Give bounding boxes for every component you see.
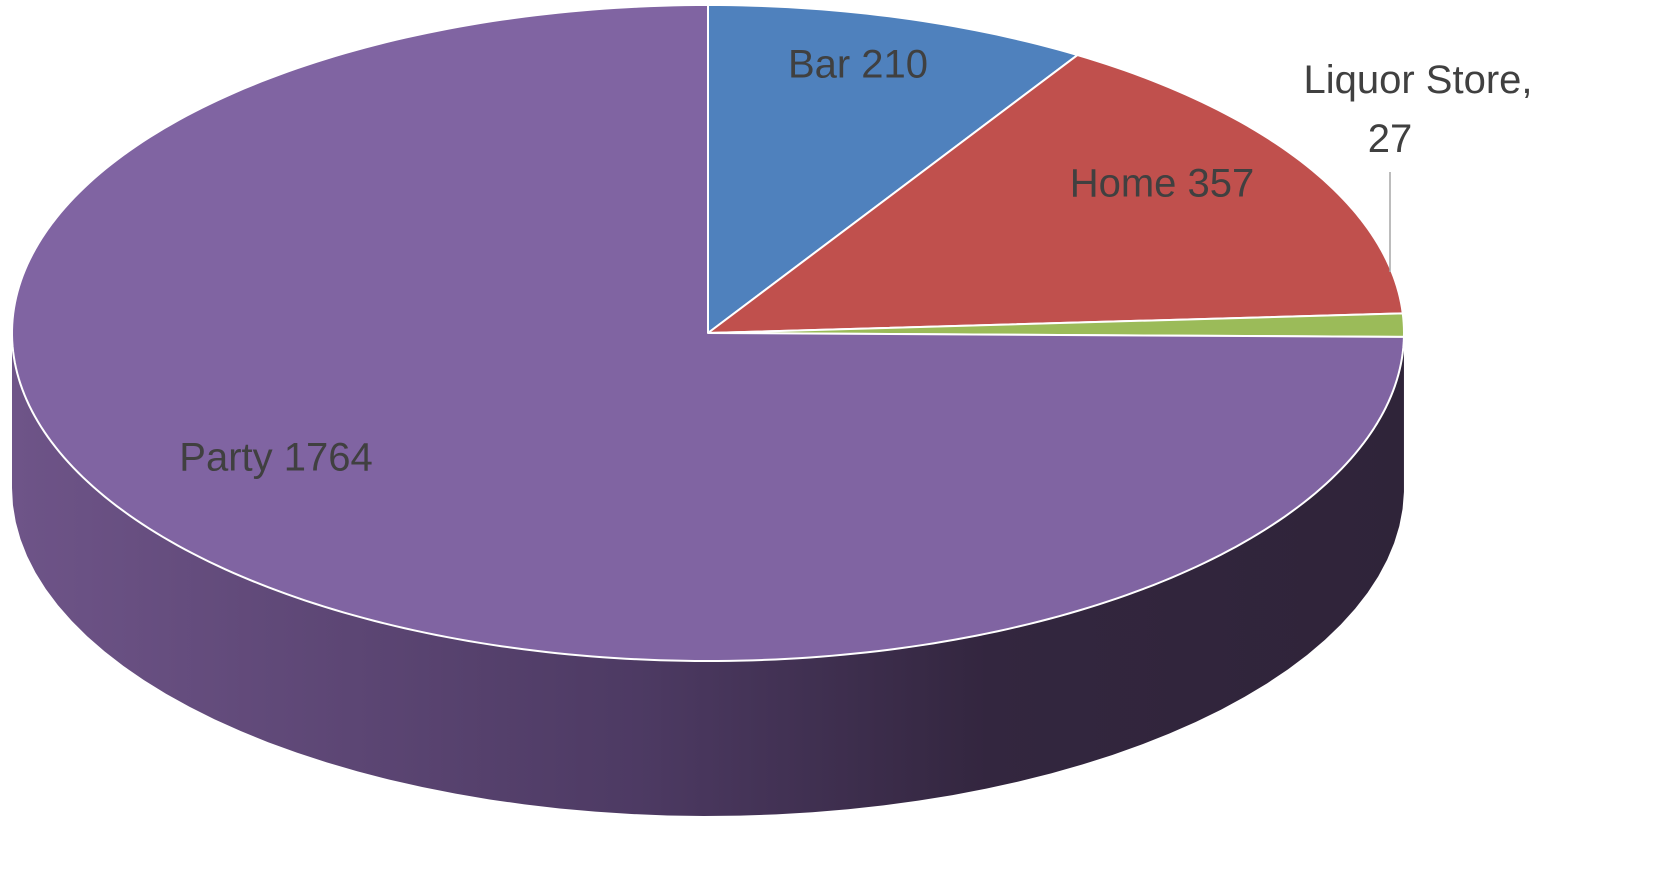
data-label: Liquor Store, 27 <box>1303 58 1532 161</box>
slice-side <box>12 333 1404 816</box>
data-label-line: 27 <box>1368 117 1413 161</box>
data-label: Home 357 <box>1070 162 1255 206</box>
slice <box>707 4 1079 334</box>
slice <box>707 54 1404 334</box>
data-label: Bar 210 <box>788 43 928 87</box>
data-label-line: Liquor Store, <box>1303 58 1532 102</box>
slice <box>11 4 1405 662</box>
data-label: Party 1764 <box>179 436 372 480</box>
